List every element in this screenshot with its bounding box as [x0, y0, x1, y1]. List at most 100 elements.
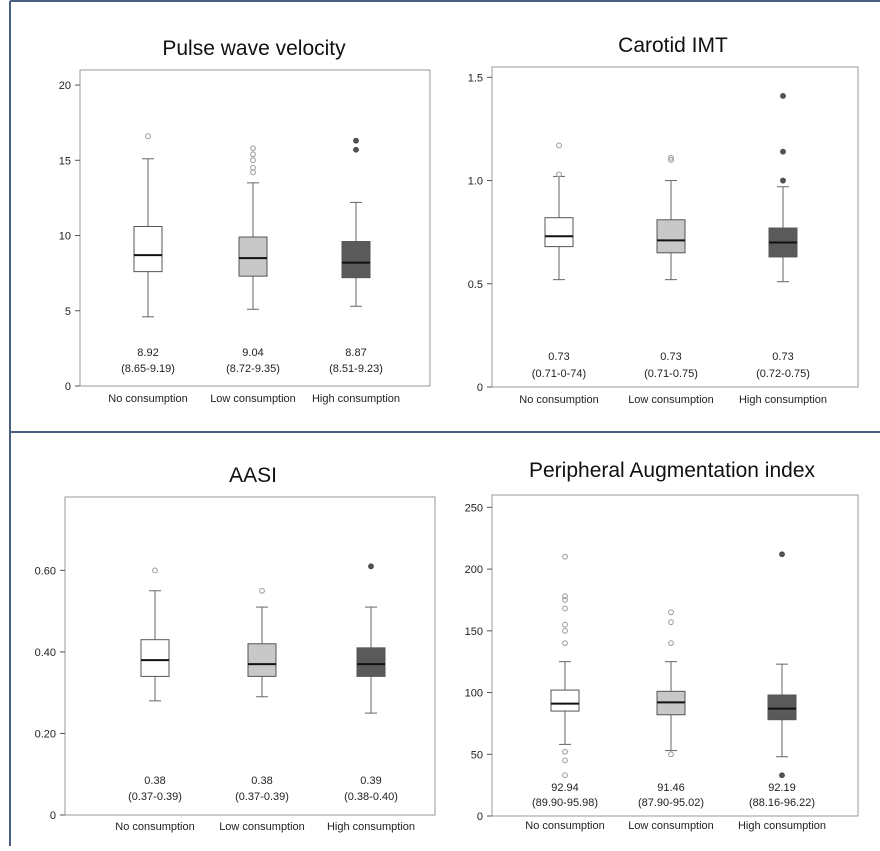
outlier-point [780, 148, 786, 155]
outlier-point [145, 133, 151, 140]
outlier-point [562, 553, 568, 560]
category-label: No consumption [519, 394, 599, 406]
category-labels: 0.38 (0.37-0.39) No consumption 0.38 (0.… [115, 775, 415, 833]
mean-label: 92.94 [551, 782, 579, 794]
y-tick-label: 150 [465, 626, 483, 638]
mean-label: 91.46 [657, 782, 685, 794]
y-tick-label: 20 [59, 80, 71, 92]
ci-label: (0.71-0-74) [532, 368, 586, 380]
mean-label: 0.73 [772, 351, 793, 363]
boxes [544, 93, 798, 283]
outlier-point [780, 177, 786, 184]
mean-label: 92.19 [768, 782, 796, 794]
category-label: No consumption [108, 393, 188, 405]
outlier-point [250, 164, 256, 171]
mean-label: 0.38 [144, 775, 165, 787]
category-label: No consumption [525, 820, 605, 832]
category-label: High consumption [739, 394, 827, 406]
ci-label: (0.37-0.39) [235, 791, 289, 803]
mean-label: 9.04 [242, 347, 263, 359]
outlier-point [668, 154, 674, 161]
plot-area [491, 66, 859, 388]
outlier-point [562, 593, 568, 600]
ci-label: (8.51-9.23) [329, 363, 383, 375]
category-label: Low consumption [219, 821, 305, 833]
y-tick-label: 1.0 [468, 176, 483, 188]
outlier-point [250, 145, 256, 152]
iqr-box [356, 647, 386, 677]
y-tick-label: 0.40 [35, 647, 56, 659]
ci-label: (87.90-95.02) [638, 797, 704, 809]
chart-title: AASI [229, 464, 277, 487]
outlier-point [562, 772, 568, 779]
plot-area [79, 69, 431, 387]
iqr-box [550, 689, 580, 712]
category-label: Low consumption [628, 394, 714, 406]
outlier-point [562, 597, 568, 603]
outlier-point [353, 137, 359, 144]
panel-peripheral-augmentation-index: Peripheral Augmentation index 0 50 100 1… [465, 459, 859, 832]
y-tick-label: 5 [65, 306, 71, 318]
panel-pulse-wave-velocity: Pulse wave velocity 0 5 10 15 20 8.92 (8… [59, 37, 431, 405]
outlier-point [668, 609, 674, 616]
boxes [550, 551, 797, 779]
mean-label: 8.92 [137, 347, 158, 359]
y-axis: 0 5 10 15 20 [59, 80, 80, 393]
category-label: Low consumption [210, 393, 296, 405]
outlier-point [668, 157, 674, 163]
y-tick-label: 0 [50, 810, 56, 822]
iqr-box [656, 219, 686, 254]
iqr-box [247, 643, 277, 677]
iqr-box [238, 236, 268, 277]
category-labels: 92.94 (89.90-95.98) No consumption 91.46… [525, 782, 826, 832]
y-tick-label: 0 [477, 811, 483, 823]
outlier-point [779, 772, 785, 779]
outlier-point [353, 146, 359, 153]
category-label: Low consumption [628, 820, 714, 832]
outlier-point [780, 93, 786, 99]
ci-label: (0.71-0.75) [644, 368, 698, 380]
outlier-point [556, 171, 562, 178]
chart-title: Carotid IMT [618, 34, 728, 57]
ci-label: (0.72-0.75) [756, 368, 810, 380]
plot-area [491, 494, 859, 817]
category-label: High consumption [327, 821, 415, 833]
iqr-box [767, 694, 797, 721]
mean-label: 0.39 [360, 775, 381, 787]
y-tick-label: 1.5 [468, 72, 483, 84]
outlier-point [250, 157, 256, 164]
outlier-point [668, 640, 674, 647]
outlier-point [562, 748, 568, 755]
boxes [140, 563, 386, 714]
category-labels: 8.92 (8.65-9.19) No consumption 9.04 (8.… [108, 347, 400, 405]
outlier-point [556, 142, 562, 149]
chart-title: Pulse wave velocity [162, 37, 346, 60]
outlier-point [779, 551, 785, 558]
iqr-box [133, 225, 163, 273]
y-tick-label: 0 [477, 382, 483, 394]
category-label: High consumption [738, 820, 826, 832]
outlier-point [562, 640, 568, 647]
iqr-box [544, 217, 574, 248]
outlier-point [562, 605, 568, 612]
mean-label: 8.87 [345, 347, 366, 359]
y-tick-label: 0 [65, 381, 71, 393]
category-label: No consumption [115, 821, 195, 833]
y-tick-label: 0.20 [35, 728, 56, 740]
ci-label: (0.38-0.40) [344, 791, 398, 803]
y-tick-label: 15 [59, 155, 71, 167]
y-axis: 0 50 100 150 200 250 [465, 502, 492, 823]
outlier-point [250, 151, 256, 158]
outlier-point [668, 619, 674, 626]
y-tick-label: 200 [465, 564, 483, 576]
outlier-point [668, 751, 674, 758]
y-tick-label: 100 [465, 688, 483, 700]
y-axis: 0 0.20 0.40 0.60 [35, 565, 65, 822]
ci-label: (0.37-0.39) [128, 791, 182, 803]
outlier-point [368, 563, 374, 570]
ci-label: (88.16-96.22) [749, 797, 815, 809]
panel-carotid-imt: Carotid IMT 0 0.5 1.0 1.5 0.73 (0.71-0-7… [468, 34, 859, 406]
ci-label: (89.90-95.98) [532, 797, 598, 809]
